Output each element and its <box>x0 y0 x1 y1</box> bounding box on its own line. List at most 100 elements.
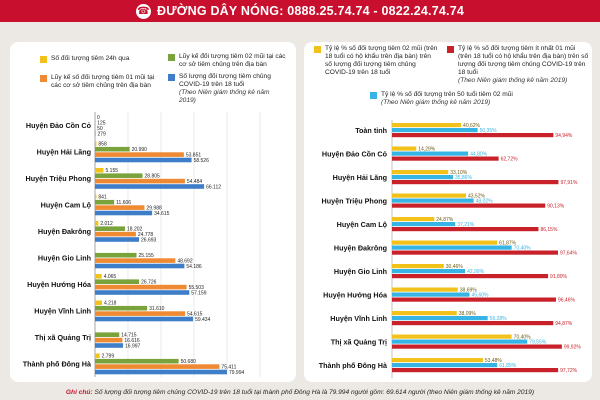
bar <box>95 353 100 359</box>
data-label: 91,80% <box>550 274 568 280</box>
bar <box>392 193 466 198</box>
bar <box>392 222 456 227</box>
data-label: 858 <box>98 142 107 148</box>
data-label: 90,13% <box>547 203 565 209</box>
legend-label: Số đối tượng tiêm 24h qua <box>51 55 130 62</box>
bar <box>95 205 145 210</box>
bar <box>95 237 140 242</box>
bar <box>392 311 457 316</box>
category-label: Huyện Cam Lộ <box>337 220 388 229</box>
data-label: 42,99% <box>467 269 485 275</box>
bar <box>95 290 190 295</box>
data-label: 4.065 <box>104 274 117 280</box>
category-label: Thành phố Đông Hà <box>23 359 92 368</box>
bar <box>95 337 123 343</box>
data-label: 86,15% <box>540 227 558 233</box>
category-label: Toàn tỉnh <box>355 126 387 135</box>
data-label: 34.615 <box>154 211 170 217</box>
data-label: 40,62% <box>463 123 481 129</box>
bar <box>392 358 483 363</box>
data-label: 26.726 <box>141 280 157 286</box>
data-label: 50 <box>97 126 103 132</box>
bar <box>95 226 126 231</box>
data-label: 125 <box>97 121 106 127</box>
legend-swatch-yellow <box>40 56 47 63</box>
data-label: 35,86% <box>455 175 473 181</box>
data-label: 58.526 <box>194 158 210 164</box>
data-label: 11.606 <box>116 200 131 206</box>
bar <box>95 221 99 226</box>
bar <box>392 156 499 161</box>
bar <box>95 252 137 258</box>
data-label: 75.411 <box>221 365 236 371</box>
legend-label: Tỷ lệ % số đối tượng tiêm 02 mũi (trên 1… <box>325 45 438 76</box>
category-label: Huyện Cam Lộ <box>41 200 92 209</box>
data-label: 55.503 <box>189 285 205 291</box>
legend-item-1-dose: Lũy kế số đối tượng tiêm 01 mũi tại các … <box>40 74 162 92</box>
bar <box>392 217 435 222</box>
data-label: 20.990 <box>132 147 148 153</box>
bar <box>392 133 554 138</box>
left-bar-chart: 020.00040.00060.00080.000100.000Huyện Đả… <box>23 112 261 377</box>
data-label: 16.997 <box>125 343 141 349</box>
data-label: 279 <box>97 131 106 137</box>
bar <box>392 203 546 208</box>
category-label: Huyện Vĩnh Linh <box>330 314 387 323</box>
category-label: Thành phố Đông Hà <box>319 361 388 370</box>
bar <box>392 123 462 128</box>
bar <box>95 184 205 189</box>
legend-item-pct-1-dose: Tỷ lệ % số đối tượng tiêm ít nhất 01 mũi… <box>447 45 589 84</box>
right-bar-chart: Toàn tỉnh 40,62%50,35% 94,94% Huyện Đảo Cồn… <box>319 120 582 379</box>
data-label: 31.610 <box>149 306 165 312</box>
data-label: 24,87% <box>436 217 454 223</box>
data-label: 29.988 <box>146 206 162 212</box>
category-label: Huyện Đảo Cồn Cỏ <box>26 121 92 130</box>
data-label: 96,46% <box>558 297 576 303</box>
data-label: 53,48% <box>485 358 503 364</box>
data-label: 2.799 <box>102 354 115 360</box>
data-label: 79,55% <box>529 339 547 345</box>
bar <box>95 316 194 322</box>
bar <box>95 279 140 284</box>
legend-item-pct-over-50: Tỷ lệ % số đối tượng trên 50 tuổi tiêm 0… <box>370 91 570 109</box>
bar <box>95 231 136 237</box>
category-label: Huyện Hải Lăng <box>37 147 91 156</box>
category-label: Thị xã Quảng Trị <box>331 337 387 346</box>
data-label: 61,87% <box>499 240 517 246</box>
hotline-text: ĐƯỜNG DÂY NÓNG: 0888.25.74.74 - 0822.24.… <box>156 4 465 18</box>
data-label: 2.012 <box>100 221 113 227</box>
bar <box>392 334 512 339</box>
bar <box>95 178 185 184</box>
category-label: Huyện Vĩnh Linh <box>34 306 91 315</box>
data-label: 54.615 <box>187 312 203 318</box>
data-label: 37,21% <box>457 222 475 228</box>
bar <box>392 128 478 133</box>
data-label: 50,35% <box>480 128 498 134</box>
bar <box>95 152 184 157</box>
category-label: Huyện Hải Lăng <box>333 173 387 182</box>
bar <box>392 344 562 349</box>
data-label: 62,72% <box>501 156 519 162</box>
bar <box>392 363 498 368</box>
data-label: 14,29% <box>418 146 436 152</box>
bar <box>392 339 528 344</box>
bar <box>95 358 179 364</box>
category-label: Huyện Đakrông <box>334 243 387 252</box>
data-label: 56,28% <box>490 316 508 322</box>
data-label: 94,87% <box>555 321 573 327</box>
bar <box>95 343 124 348</box>
data-label: 99,92% <box>564 344 582 350</box>
data-label: 54.186 <box>186 264 202 270</box>
legend-swatch-red <box>447 46 454 53</box>
bar <box>95 168 104 173</box>
bar <box>392 287 458 292</box>
data-label: 33,10% <box>450 170 468 176</box>
legend-item-24h: Số đối tượng tiêm 24h qua <box>40 55 150 65</box>
data-label: 28.805 <box>145 174 161 180</box>
data-label: 841 <box>98 195 107 201</box>
bar <box>95 146 130 152</box>
data-label: 94,94% <box>555 133 573 139</box>
legend-item-2-dose: Lũy kế đối tượng tiêm 02 mũi tại các cơ … <box>168 53 286 71</box>
data-label: 5.155 <box>106 168 119 174</box>
data-label: 25.155 <box>139 253 155 259</box>
